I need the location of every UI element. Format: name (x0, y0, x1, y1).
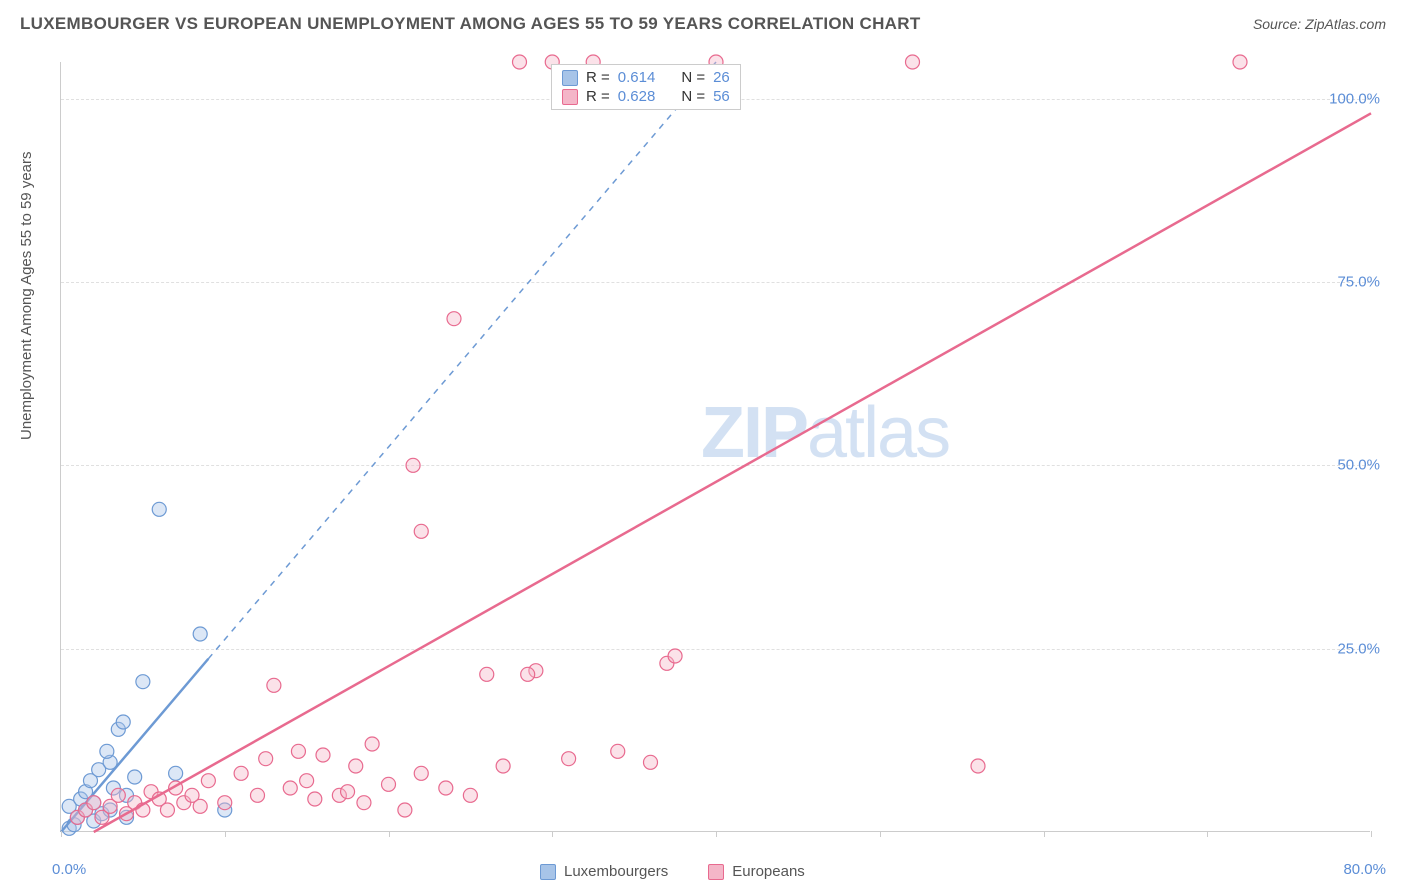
bottom-legend: Luxembourgers Europeans (540, 863, 805, 880)
y-tick-label: 50.0% (1337, 457, 1380, 474)
scatter-point (414, 766, 428, 780)
x-tick (880, 831, 881, 837)
scatter-point (447, 312, 461, 326)
scatter-point (291, 744, 305, 758)
legend-label-1: Europeans (732, 863, 805, 880)
legend-label-0: Luxembourgers (564, 863, 668, 880)
y-tick-label: 100.0% (1329, 90, 1380, 107)
scatter-point (521, 667, 535, 681)
stats-box: R = 0.614 N = 26 R = 0.628 N = 56 (551, 64, 741, 110)
scatter-point (562, 752, 576, 766)
scatter-point (357, 796, 371, 810)
scatter-point (971, 759, 985, 773)
n-value-1: 56 (713, 88, 730, 105)
scatter-point (193, 627, 207, 641)
scatter-point (152, 502, 166, 516)
scatter-point (406, 458, 420, 472)
x-tick (1371, 831, 1372, 837)
chart-svg (61, 62, 1370, 831)
r-value-1: 0.628 (618, 88, 656, 105)
scatter-point (414, 524, 428, 538)
scatter-point (136, 675, 150, 689)
stats-row-0: R = 0.614 N = 26 (562, 69, 730, 86)
x-tick-label-min: 0.0% (52, 861, 86, 878)
scatter-point (87, 796, 101, 810)
n-value-0: 26 (713, 69, 730, 86)
scatter-point (906, 55, 920, 69)
scatter-point (341, 785, 355, 799)
n-label-1: N = (681, 88, 705, 105)
n-label-0: N = (681, 69, 705, 86)
legend-item-1: Europeans (708, 863, 805, 880)
r-label-0: R = (586, 69, 610, 86)
scatter-point (234, 766, 248, 780)
scatter-point (480, 667, 494, 681)
x-tick (389, 831, 390, 837)
x-tick (225, 831, 226, 837)
scatter-point (398, 803, 412, 817)
scatter-point (300, 774, 314, 788)
trendline-dashed (208, 62, 716, 659)
y-axis-label: Unemployment Among Ages 55 to 59 years (18, 151, 35, 440)
plot-area: ZIPatlas R = 0.614 N = 26 R = 0.628 N = … (60, 62, 1370, 832)
stats-row-1: R = 0.628 N = 56 (562, 88, 730, 105)
chart-container: LUXEMBOURGER VS EUROPEAN UNEMPLOYMENT AM… (0, 0, 1406, 892)
scatter-point (316, 748, 330, 762)
scatter-point (160, 803, 174, 817)
scatter-point (259, 752, 273, 766)
chart-title: LUXEMBOURGER VS EUROPEAN UNEMPLOYMENT AM… (20, 14, 921, 34)
scatter-point (201, 774, 215, 788)
trendline-solid (94, 113, 1371, 832)
scatter-point (169, 766, 183, 780)
scatter-point (111, 788, 125, 802)
scatter-point (644, 755, 658, 769)
scatter-point (128, 770, 142, 784)
scatter-point (463, 788, 477, 802)
scatter-point (267, 678, 281, 692)
scatter-point (308, 792, 322, 806)
x-tick-label-max: 80.0% (1343, 861, 1386, 878)
scatter-point (193, 799, 207, 813)
r-label-1: R = (586, 88, 610, 105)
y-tick-label: 75.0% (1337, 274, 1380, 291)
legend-swatch-europeans (708, 864, 724, 880)
legend-item-0: Luxembourgers (540, 863, 668, 880)
x-tick (61, 831, 62, 837)
legend-swatch-luxembourgers (540, 864, 556, 880)
scatter-point (100, 744, 114, 758)
scatter-point (382, 777, 396, 791)
scatter-point (1233, 55, 1247, 69)
scatter-point (611, 744, 625, 758)
scatter-point (349, 759, 363, 773)
swatch-luxembourgers (562, 70, 578, 86)
scatter-point (251, 788, 265, 802)
scatter-point (668, 649, 682, 663)
x-tick (716, 831, 717, 837)
scatter-point (439, 781, 453, 795)
scatter-point (365, 737, 379, 751)
title-bar: LUXEMBOURGER VS EUROPEAN UNEMPLOYMENT AM… (20, 14, 1386, 34)
x-tick (1044, 831, 1045, 837)
x-tick (1207, 831, 1208, 837)
x-tick (552, 831, 553, 837)
source-label: Source: ZipAtlas.com (1253, 16, 1386, 32)
scatter-point (218, 796, 232, 810)
y-tick-label: 25.0% (1337, 640, 1380, 657)
swatch-europeans (562, 89, 578, 105)
scatter-point (513, 55, 527, 69)
scatter-point (496, 759, 510, 773)
scatter-point (283, 781, 297, 795)
scatter-point (116, 715, 130, 729)
r-value-0: 0.614 (618, 69, 656, 86)
